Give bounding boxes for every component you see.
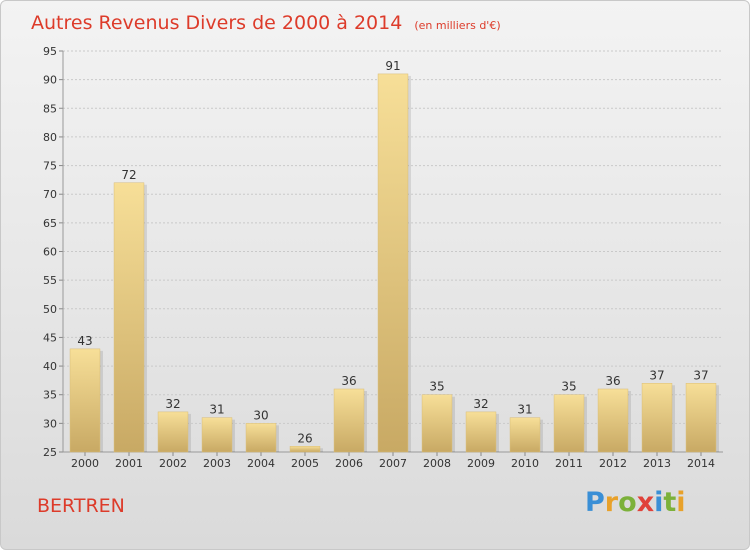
x-tick-label: 2013 — [643, 457, 671, 470]
y-tick-label: 60 — [43, 246, 57, 259]
x-tick-label: 2012 — [599, 457, 627, 470]
x-tick-label: 2000 — [71, 457, 99, 470]
bar-2012 — [597, 388, 629, 453]
bar-2014 — [685, 383, 717, 453]
bar-value-label: 37 — [649, 368, 664, 382]
logo-letter: P — [585, 487, 605, 518]
bar-2005 — [289, 446, 321, 453]
bar-2011 — [553, 394, 585, 453]
chart-title: Autres Revenus Divers de 2000 à 2014 (en… — [31, 12, 501, 34]
bar-2001 — [113, 182, 145, 453]
y-tick-label: 65 — [43, 217, 57, 230]
x-tick-label: 2001 — [115, 457, 143, 470]
proxiti-logo: Proxiti — [585, 487, 686, 518]
x-tick-label: 2006 — [335, 457, 363, 470]
bar-2008 — [421, 394, 453, 453]
y-tick-label: 75 — [43, 160, 57, 173]
y-tick-label: 90 — [43, 74, 57, 87]
bar-value-label: 35 — [561, 380, 576, 394]
y-tick-label: 40 — [43, 360, 57, 373]
chart-title-main: Autres Revenus Divers de 2000 à 2014 — [31, 12, 402, 34]
bar-2003 — [201, 417, 233, 453]
bar-2006 — [333, 388, 365, 453]
y-tick-label: 70 — [43, 188, 57, 201]
logo-letter: i — [654, 487, 664, 518]
bar-value-label: 30 — [253, 408, 268, 422]
bar-value-label: 43 — [77, 334, 92, 348]
bar-value-label: 32 — [165, 397, 180, 411]
bar-2010 — [509, 417, 541, 453]
logo-letter: i — [676, 487, 686, 518]
y-tick-label: 35 — [43, 389, 57, 402]
bar-2004 — [245, 423, 277, 453]
logo-letter: x — [636, 487, 655, 518]
chart-title-subtitle: (en milliers d'€) — [414, 19, 500, 32]
bar-value-label: 35 — [429, 380, 444, 394]
label-layer: 43 72 32 31 30 26 36 91 35 32 31 35 36 37 37 — [77, 59, 708, 445]
x-tick-label: 2003 — [203, 457, 231, 470]
y-tick-label: 30 — [43, 417, 57, 430]
bar-2009 — [465, 411, 497, 453]
bar-value-label: 31 — [517, 403, 532, 417]
y-tick-label: 50 — [43, 303, 57, 316]
x-tick-label: 2002 — [159, 457, 187, 470]
bar-value-label: 26 — [297, 431, 312, 445]
y-tick-label: 45 — [43, 331, 57, 344]
bar-2013 — [641, 383, 673, 453]
y-tick-label: 25 — [43, 446, 57, 459]
y-tick-label: 95 — [43, 45, 57, 58]
x-tick-label: 2009 — [467, 457, 495, 470]
y-tick-label: 55 — [43, 274, 57, 287]
bar-value-label: 36 — [341, 374, 356, 388]
bar-value-label: 72 — [121, 168, 136, 182]
bar-value-label: 37 — [693, 368, 708, 382]
x-tick-label: 2005 — [291, 457, 319, 470]
x-tick-label: 2011 — [555, 457, 583, 470]
logo-letter: o — [618, 487, 637, 518]
x-tick-label: 2008 — [423, 457, 451, 470]
bar-layer — [69, 73, 719, 453]
y-tick-label: 85 — [43, 102, 57, 115]
bar-2000 — [69, 348, 101, 453]
logo-letter: r — [604, 487, 619, 518]
x-tick-label: 2007 — [379, 457, 407, 470]
logo-letter: t — [663, 487, 677, 518]
x-tick-label: 2010 — [511, 457, 539, 470]
commune-name: BERTREN — [37, 495, 125, 517]
bar-2007 — [377, 73, 409, 453]
x-tick-label: 2014 — [687, 457, 715, 470]
bar-value-label: 31 — [209, 403, 224, 417]
x-tick-label: 2004 — [247, 457, 275, 470]
bar-value-label: 91 — [385, 59, 400, 73]
y-tick-label: 80 — [43, 131, 57, 144]
bar-value-label: 32 — [473, 397, 488, 411]
bar-2002 — [157, 411, 189, 453]
bar-value-label: 36 — [605, 374, 620, 388]
